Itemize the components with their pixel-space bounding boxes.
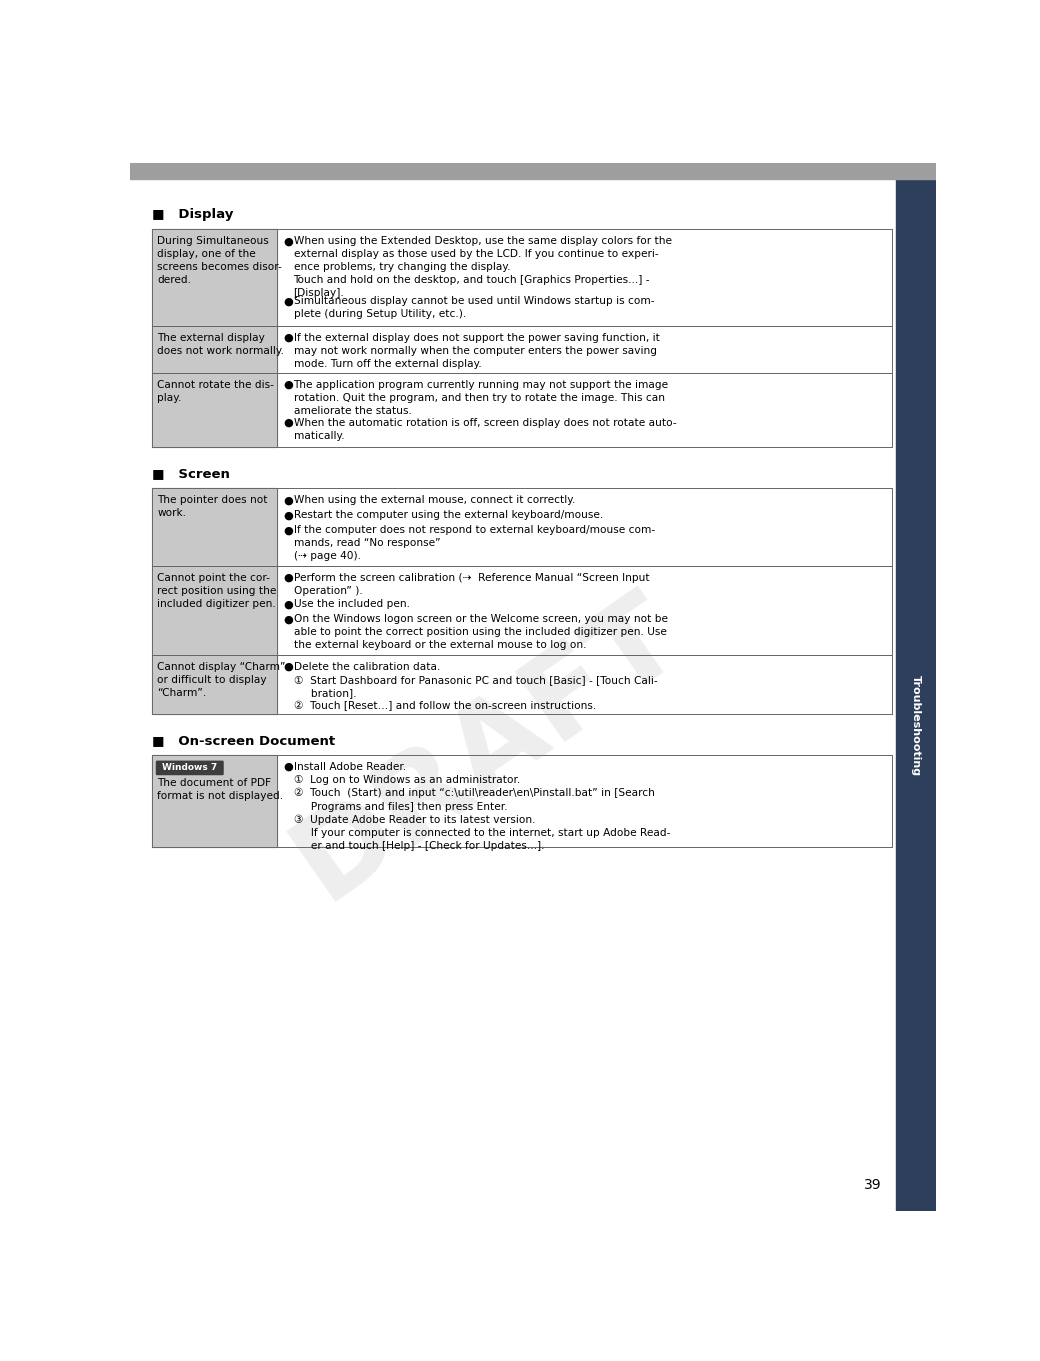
- Bar: [152, 325, 278, 373]
- Text: ●: ●: [284, 599, 293, 610]
- FancyBboxPatch shape: [156, 761, 223, 774]
- Text: ■   Display: ■ Display: [152, 208, 233, 220]
- Text: The external display
does not work normally.: The external display does not work norma…: [157, 332, 284, 355]
- Text: ●: ●: [284, 661, 293, 672]
- Text: ■   On-screen Document: ■ On-screen Document: [152, 734, 335, 747]
- Text: The pointer does not
work.: The pointer does not work.: [157, 495, 267, 519]
- Bar: [152, 655, 278, 713]
- Text: During Simultaneous
display, one of the
screens becomes disor-
dered.: During Simultaneous display, one of the …: [157, 237, 282, 286]
- Bar: [152, 373, 278, 446]
- Text: When using the external mouse, connect it correctly.: When using the external mouse, connect i…: [293, 495, 575, 505]
- Text: Restart the computer using the external keyboard/mouse.: Restart the computer using the external …: [293, 510, 603, 520]
- Text: Troubleshooting: Troubleshooting: [911, 675, 920, 776]
- Text: If the computer does not respond to external keyboard/mouse com-
mands, read “No: If the computer does not respond to exte…: [293, 525, 654, 562]
- Text: ●: ●: [284, 762, 293, 772]
- Text: Use the included pen.: Use the included pen.: [293, 599, 410, 610]
- Text: When the automatic rotation is off, screen display does not rotate auto-
matical: When the automatic rotation is off, scre…: [293, 418, 676, 441]
- Text: ●: ●: [284, 418, 293, 427]
- Text: ●: ●: [284, 332, 293, 343]
- Text: ●: ●: [284, 380, 293, 391]
- Text: On the Windows logon screen or the Welcome screen, you may not be
able to point : On the Windows logon screen or the Welco…: [293, 614, 668, 651]
- Text: Simultaneous display cannot be used until Windows startup is com-
plete (during : Simultaneous display cannot be used unti…: [293, 297, 654, 320]
- Text: Install Adobe Reader.
①  Log on to Windows as an administrator.
②  Touch  (Start: Install Adobe Reader. ① Log on to Window…: [293, 762, 670, 851]
- Text: ●: ●: [284, 525, 293, 535]
- Text: 39: 39: [864, 1179, 882, 1192]
- Text: ●: ●: [284, 297, 293, 306]
- Text: ●: ●: [284, 614, 293, 625]
- Bar: [895, 178, 936, 1211]
- Bar: [130, 163, 936, 178]
- Text: The application program currently running may not support the image
rotation. Qu: The application program currently runnin…: [293, 380, 669, 416]
- Text: Cannot rotate the dis-
play.: Cannot rotate the dis- play.: [157, 380, 274, 403]
- Text: Windows 7: Windows 7: [162, 764, 217, 773]
- Bar: [152, 230, 278, 325]
- Bar: [152, 566, 278, 655]
- Text: Perform the screen calibration (⇢  Reference Manual “Screen Input
Operation” ).: Perform the screen calibration (⇢ Refere…: [293, 573, 649, 596]
- Bar: [152, 755, 278, 848]
- Text: ●: ●: [284, 510, 293, 520]
- Text: When using the Extended Desktop, use the same display colors for the
external di: When using the Extended Desktop, use the…: [293, 237, 672, 298]
- Text: Cannot display “Charm”
or difficult to display
“Charm”.: Cannot display “Charm” or difficult to d…: [157, 661, 286, 698]
- Bar: [152, 489, 278, 566]
- Text: If the external display does not support the power saving function, it
may not w: If the external display does not support…: [293, 332, 659, 369]
- Text: ●: ●: [284, 237, 293, 246]
- Text: DRAFT: DRAFT: [272, 576, 700, 923]
- Text: ●: ●: [284, 573, 293, 583]
- Text: ●: ●: [284, 495, 293, 505]
- Text: Delete the calibration data.
①  Start Dashboard for Panasonic PC and touch [Basi: Delete the calibration data. ① Start Das…: [293, 661, 657, 712]
- Text: The document of PDF
format is not displayed.: The document of PDF format is not displa…: [157, 777, 283, 800]
- Text: ■   Screen: ■ Screen: [152, 467, 230, 480]
- Text: Cannot point the cor-
rect position using the
included digitizer pen.: Cannot point the cor- rect position usin…: [157, 573, 277, 608]
